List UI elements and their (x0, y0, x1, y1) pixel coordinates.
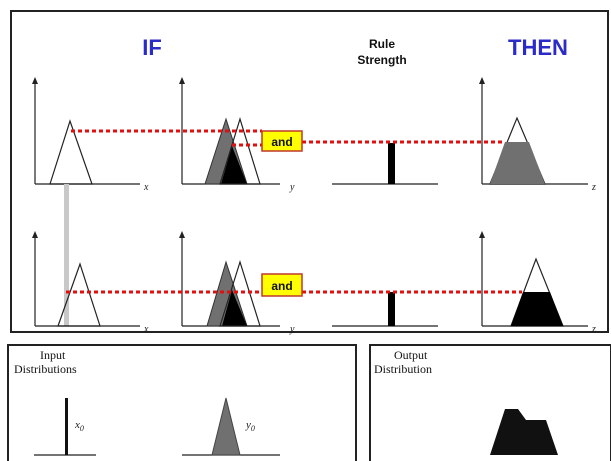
row1-x-membership-plot (32, 77, 140, 185)
row2-output-clipped-region (511, 292, 563, 326)
row1-rule-strength-plot (332, 143, 438, 185)
row2-y-black-region (222, 290, 247, 326)
input-panel-title-line1: Input (40, 348, 66, 362)
row2-z-axis-label: z (591, 324, 596, 335)
row1-z-axis-label: z (591, 182, 596, 193)
row2-x-triangle (57, 262, 101, 327)
input-panel-title-line2: Distributions (14, 362, 77, 376)
row2-rule-strength-bar (388, 292, 395, 326)
row1-x-axis-label: x (143, 182, 149, 193)
row2-y-outline-triangle (219, 259, 261, 327)
rule-strength-header-line1: Rule (369, 37, 395, 51)
then-header: THEN (508, 35, 568, 60)
input-y0-triangle (211, 397, 241, 456)
x0-guide-line (64, 184, 69, 326)
input-distributions-panel: Input Distributions x0 y0 (7, 344, 357, 461)
output-aggregated-shape (490, 409, 558, 455)
row2-x-axis-label: x (143, 324, 149, 335)
rule-strength-header-line2: Strength (357, 53, 406, 67)
output-distribution-panel: Output Distribution (369, 344, 611, 461)
row1-x-triangle (49, 119, 93, 185)
row1-rule-strength-bar (388, 143, 395, 184)
row2-rule-strength-plot (332, 292, 438, 327)
row1-and-operator-label: and (271, 135, 292, 149)
row2-output-plot (479, 231, 588, 327)
output-panel-title-line1: Output (394, 348, 428, 362)
output-panel-title-line2: Distribution (374, 362, 432, 376)
row2-and-operator-box (261, 273, 303, 297)
row2-and-operator-label: and (271, 279, 292, 293)
row1-y-outline-triangle (219, 116, 261, 185)
row1-y-axis-label: y (289, 182, 295, 193)
row1-y-membership-plot (179, 77, 280, 185)
input-y0-label: y0 (245, 419, 255, 433)
row1-output-clipped-region (490, 142, 545, 184)
row2-y-membership-plot (179, 231, 280, 327)
row1-y-black-region (221, 146, 247, 184)
input-x0-spike (65, 398, 68, 455)
row2-x-membership-plot (32, 231, 140, 327)
row1-and-operator-box (261, 130, 303, 152)
row2-y-axis-label: y (289, 324, 295, 335)
if-header: IF (142, 35, 162, 60)
input-x0-label: x0 (74, 419, 84, 433)
row1-output-plot (479, 77, 588, 185)
